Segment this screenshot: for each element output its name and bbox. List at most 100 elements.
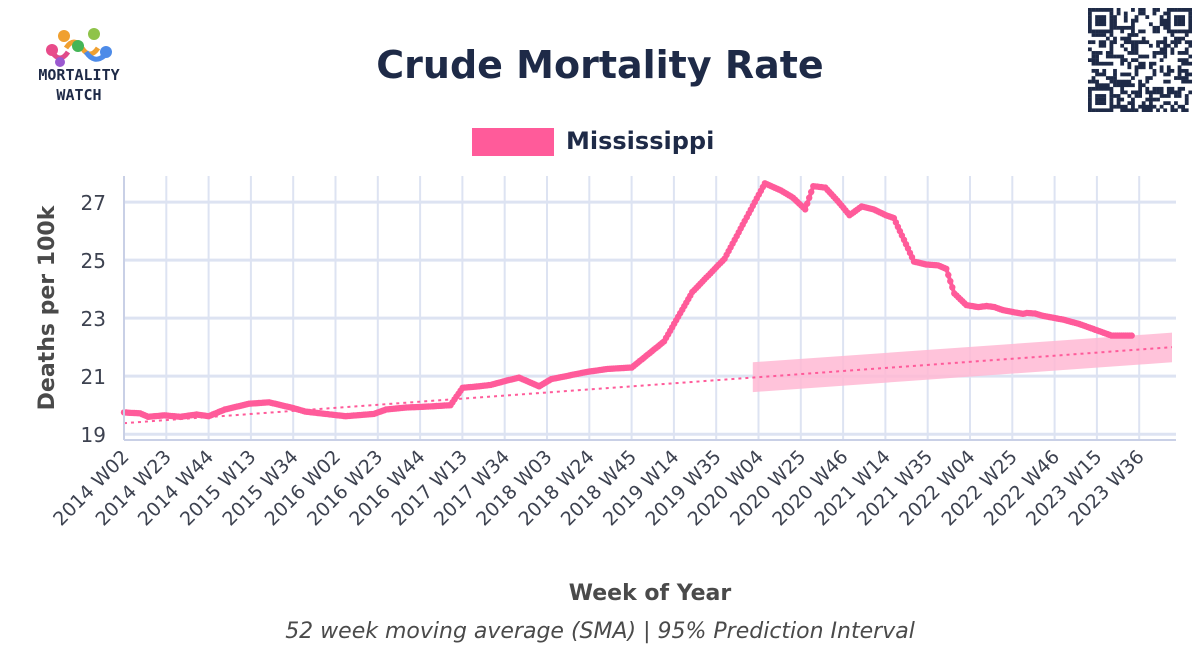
qr-module <box>1188 22 1192 27</box>
qr-module <box>1163 72 1168 77</box>
qr-module <box>1163 101 1168 106</box>
qr-module <box>1123 11 1128 16</box>
qr-module <box>1174 76 1178 80</box>
qr-module <box>1105 29 1110 34</box>
qr-module <box>1181 79 1186 84</box>
qr-module <box>1131 8 1135 12</box>
qr-module <box>1181 104 1186 109</box>
qr-module <box>1156 90 1160 95</box>
qr-module <box>1109 43 1114 48</box>
qr-module <box>1159 18 1164 23</box>
qr-module <box>1123 15 1128 19</box>
qr-module <box>1131 18 1135 23</box>
qr-module <box>1120 72 1125 77</box>
qr-module <box>1159 58 1164 62</box>
qr-module <box>1120 43 1125 48</box>
qr-module <box>1163 18 1168 23</box>
qr-module <box>1156 8 1160 12</box>
qr-module <box>1102 97 1107 102</box>
qr-module <box>1166 43 1171 48</box>
qr-module <box>1116 97 1121 102</box>
qr-module <box>1174 22 1178 27</box>
qr-module <box>1120 104 1125 109</box>
qr-module <box>1166 101 1171 106</box>
qr-module <box>1138 61 1142 66</box>
qr-module <box>1181 58 1186 62</box>
qr-module <box>1120 36 1125 41</box>
qr-module <box>1105 36 1110 41</box>
qr-module <box>1181 15 1186 19</box>
qr-module <box>1181 108 1186 112</box>
qr-module <box>1166 68 1171 73</box>
qr-module <box>1138 65 1142 70</box>
qr-module <box>1166 18 1171 23</box>
qr-module <box>1113 68 1117 73</box>
qr-module <box>1109 86 1114 91</box>
qr-module <box>1188 72 1192 77</box>
qr-module <box>1134 94 1139 98</box>
qr-module <box>1102 108 1107 112</box>
qr-module <box>1181 8 1186 12</box>
qr-module <box>1109 15 1114 19</box>
qr-module <box>1166 94 1171 98</box>
qr-module <box>1174 90 1178 95</box>
qr-module <box>1102 29 1107 34</box>
qr-module <box>1170 8 1175 12</box>
qr-module <box>1177 76 1182 80</box>
qr-module <box>1102 33 1107 37</box>
mortality-watch-logo: MORTALITY WATCH <box>38 28 120 104</box>
qr-module <box>1109 97 1114 102</box>
qr-module <box>1181 51 1186 55</box>
qr-module <box>1166 15 1171 19</box>
qr-module <box>1127 72 1132 77</box>
qr-module <box>1141 36 1146 41</box>
qr-module <box>1109 61 1114 66</box>
qr-module <box>1141 65 1146 70</box>
qr-module <box>1123 25 1128 30</box>
qr-module <box>1134 58 1139 62</box>
qr-module <box>1123 47 1128 52</box>
qr-module <box>1105 83 1110 88</box>
qr-module <box>1184 29 1189 34</box>
qr-module <box>1159 47 1164 52</box>
qr-module <box>1109 47 1114 52</box>
qr-module <box>1109 25 1114 30</box>
qr-module <box>1098 97 1103 102</box>
qr-module <box>1184 8 1189 12</box>
qr-module <box>1116 101 1121 106</box>
qr-module <box>1141 8 1146 12</box>
qr-module <box>1102 40 1107 45</box>
qr-module <box>1184 68 1189 73</box>
qr-module <box>1127 83 1132 88</box>
y-tick-label: 21 <box>81 365 106 389</box>
qr-module <box>1102 61 1107 66</box>
qr-module <box>1091 68 1096 73</box>
qr-module <box>1098 8 1103 12</box>
logo-line2: WATCH <box>56 86 101 104</box>
qr-module <box>1095 68 1099 73</box>
qr-module <box>1134 68 1139 73</box>
qr-module <box>1123 90 1128 95</box>
qr-module <box>1181 22 1186 27</box>
qr-module <box>1174 36 1178 41</box>
qr-module <box>1138 8 1142 12</box>
qr-module <box>1098 22 1103 27</box>
qr-module <box>1102 43 1107 48</box>
qr-module <box>1170 29 1175 34</box>
qr-module <box>1113 83 1117 88</box>
qr-module <box>1113 94 1117 98</box>
qr-module <box>1120 54 1125 59</box>
qr-module <box>1181 18 1186 23</box>
qr-module <box>1141 40 1146 45</box>
data-point <box>802 206 809 213</box>
qr-module <box>1095 97 1099 102</box>
data-point <box>945 271 952 279</box>
data-point <box>947 278 954 285</box>
qr-module <box>1102 8 1107 12</box>
qr-module <box>1148 76 1153 80</box>
qr-module <box>1134 47 1139 52</box>
qr-module <box>1127 61 1132 66</box>
qr-module <box>1095 33 1099 37</box>
qr-module <box>1170 47 1175 52</box>
